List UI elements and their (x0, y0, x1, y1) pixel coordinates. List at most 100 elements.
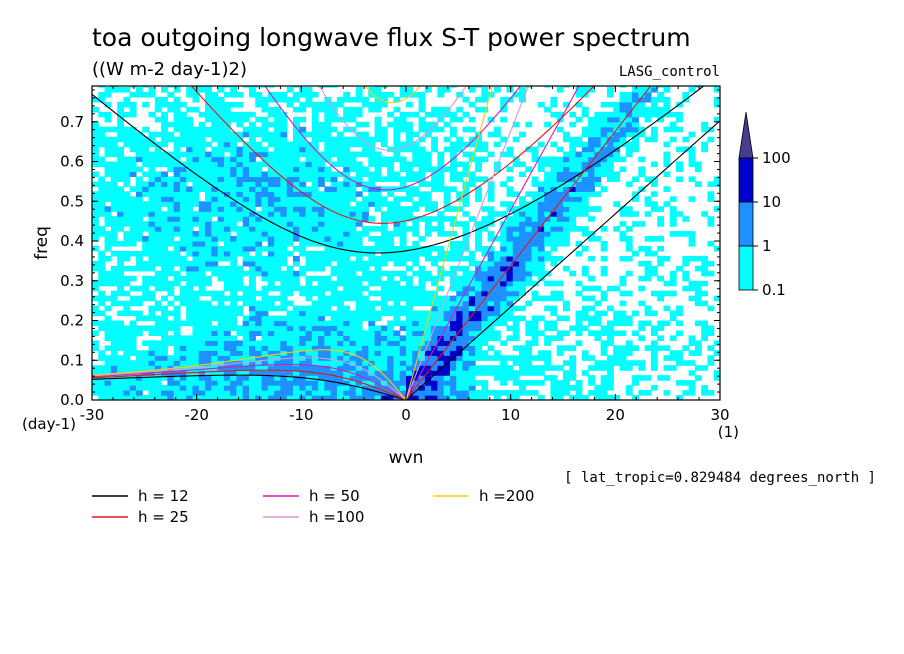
power-cell-level-0.1 (236, 370, 244, 376)
power-cell-level-0.1 (98, 280, 106, 287)
power-cell-level-0.1 (154, 191, 162, 197)
power-cell-level-0.1 (299, 161, 307, 168)
power-cell-level-1 (261, 151, 269, 158)
power-cell-level-0.1 (123, 280, 131, 287)
power-cell-level-0.1 (230, 151, 238, 158)
x-axis-label: wvn (389, 448, 424, 468)
power-cell-level-1 (261, 231, 269, 237)
power-cell-level-0.1 (443, 320, 451, 327)
power-cell-level-0.1 (688, 360, 696, 366)
power-cell-level-0.1 (330, 360, 338, 366)
power-cell-level-0.1 (249, 126, 256, 133)
power-cell-level-0.1 (632, 146, 639, 153)
power-cell-level-0.1 (242, 360, 250, 366)
power-cell-level-0.1 (581, 305, 589, 312)
power-cell-level-0.1 (142, 395, 150, 400)
power-cell-level-0.1 (98, 231, 106, 237)
power-cell-level-0.1 (330, 126, 338, 133)
power-cell-level-0.1 (299, 305, 307, 312)
power-cell-level-1 (274, 390, 281, 396)
power-cell-level-0.1 (236, 131, 244, 138)
power-cell-level-0.1 (412, 250, 420, 257)
power-cell-level-0.1 (123, 101, 131, 108)
power-cell-level-0.1 (406, 196, 413, 202)
power-cell-level-0.1 (393, 250, 401, 257)
power-cell-level-0.1 (343, 275, 351, 282)
power-cell-level-0.1 (362, 196, 369, 202)
power-cell-level-1 (412, 330, 420, 337)
power-cell-level-1 (236, 350, 244, 356)
power-cell-level-0.1 (531, 176, 539, 182)
power-cell-level-1 (537, 236, 545, 242)
power-cell-level-0.1 (399, 221, 407, 227)
power-cell-level-0.1 (186, 86, 194, 93)
power-cell-level-0.1 (531, 201, 539, 207)
power-cell-level-0.1 (487, 231, 495, 237)
power-cell-level-0.1 (154, 181, 162, 187)
power-cell-level-0.1 (406, 350, 413, 356)
power-cell-level-0.1 (205, 365, 212, 371)
power-cell-level-0.1 (544, 335, 552, 341)
power-cell-level-10 (424, 370, 432, 376)
power-cell-level-0.1 (110, 325, 118, 332)
power-cell-level-0.1 (129, 231, 137, 237)
power-cell-level-0.1 (374, 156, 382, 163)
power-cell-level-0.1 (493, 211, 501, 217)
power-cell-level-1 (443, 330, 451, 337)
power-cell-level-1 (292, 206, 300, 212)
power-cell-level-0.1 (606, 375, 614, 381)
power-cell-level-0.1 (625, 226, 633, 232)
power-cell-level-0.1 (167, 151, 175, 158)
power-cell-level-0.1 (368, 236, 376, 242)
power-cell-level-0.1 (563, 375, 570, 381)
power-cell-level-0.1 (468, 171, 476, 178)
power-cell-level-0.1 (588, 121, 595, 128)
power-cell-level-0.1 (311, 310, 319, 317)
power-cell-level-0.1 (198, 171, 206, 178)
power-cell-level-1 (537, 206, 545, 212)
power-cell-level-1 (581, 186, 589, 192)
power-cell-level-0.1 (198, 141, 206, 148)
power-cell-level-0.1 (192, 375, 200, 381)
power-cell-level-0.1 (393, 310, 401, 317)
power-cell-level-0.1 (186, 245, 194, 252)
power-cell-level-0.1 (110, 226, 118, 232)
power-cell-level-0.1 (299, 236, 307, 242)
power-cell-level-0.1 (581, 111, 589, 118)
power-cell-level-0.1 (657, 245, 665, 252)
power-cell-level-0.1 (362, 136, 369, 143)
power-cell-level-0.1 (267, 280, 275, 287)
power-cell-level-1 (575, 151, 583, 158)
power-cell-level-0.1 (223, 171, 231, 178)
power-cell-level-0.1 (368, 310, 376, 317)
power-cell-level-1 (255, 330, 263, 337)
power-cell-level-0.1 (487, 315, 495, 322)
power-cell-level-0.1 (669, 221, 677, 227)
power-cell-level-0.1 (154, 340, 162, 346)
power-cell-level-0.1 (525, 320, 533, 327)
power-cell-level-0.1 (525, 380, 533, 386)
power-cell-level-0.1 (475, 146, 482, 153)
power-cell-level-0.1 (343, 201, 351, 207)
power-cell-level-0.1 (380, 226, 388, 232)
power-cell-level-0.1 (525, 86, 533, 88)
power-cell-level-0.1 (701, 280, 709, 287)
power-cell-level-0.1 (318, 305, 325, 312)
power-cell-level-0.1 (550, 101, 558, 108)
power-cell-level-0.1 (688, 146, 696, 153)
power-cell-level-1 (393, 221, 401, 227)
power-cell-level-0.1 (550, 295, 558, 302)
power-cell-level-0.1 (644, 196, 652, 202)
power-cell-level-1 (305, 365, 313, 371)
power-cell-level-0.1 (676, 380, 683, 386)
power-cell-level-0.1 (563, 370, 570, 376)
power-cell-level-1 (249, 226, 256, 232)
power-cell-level-0.1 (468, 280, 476, 287)
power-cell-level-0.1 (249, 265, 256, 272)
power-cell-level-0.1 (449, 285, 457, 292)
power-cell-level-0.1 (223, 161, 231, 168)
power-cell-level-0.1 (368, 191, 376, 197)
power-cell-level-0.1 (223, 295, 231, 302)
power-cell-level-0.1 (349, 196, 357, 202)
power-cell-level-0.1 (688, 370, 696, 376)
